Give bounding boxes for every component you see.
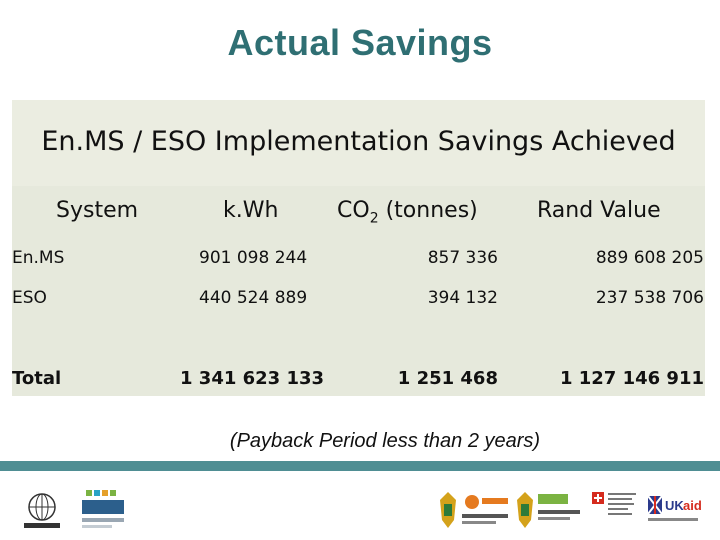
header-co2: CO2 (tonnes) [337, 198, 478, 226]
header-system: System [56, 198, 139, 223]
header-co2-sub: 2 [369, 210, 379, 227]
header-rand: Rand Value [537, 198, 661, 223]
table-banner: En.MS / ESO Implementation Savings Achie… [12, 100, 705, 186]
cell-co2: 857 336 [427, 248, 498, 268]
cell-system: ESO [12, 288, 47, 308]
cell-kwh: 440 524 889 [199, 288, 308, 308]
header-co2-prefix: CO [337, 198, 370, 223]
cell-rand: 237 538 706 [595, 288, 704, 308]
cell-kwh: 1 341 623 133 [180, 368, 325, 389]
cell-kwh: 901 098 244 [199, 248, 308, 268]
table-banner-text: En.MS / ESO Implementation Savings Achie… [41, 126, 676, 157]
coat-of-arms-logo [517, 492, 533, 528]
cell-rand: 889 608 205 [595, 248, 704, 268]
energy-logo [538, 494, 580, 520]
ukaid-logo: UK aid [647, 495, 702, 521]
ncpc-logo [82, 490, 124, 528]
cell-rand: 1 127 146 911 [559, 368, 704, 389]
header-kwh: k.Wh [223, 198, 279, 223]
swiss-confederation-logo [592, 492, 636, 515]
payback-note: (Payback Period less than 2 years) [229, 430, 541, 452]
svg-text:UK: UK [665, 498, 684, 513]
savings-table: En.MS / ESO Implementation Savings Achie… [12, 100, 705, 396]
cell-co2: 394 132 [427, 288, 498, 308]
svg-text:aid: aid [683, 498, 702, 513]
the-dti-logo [462, 495, 508, 524]
cell-system: Total [12, 368, 62, 389]
header-co2-suffix: (tonnes) [378, 198, 478, 223]
page-title: Actual Savings [227, 22, 493, 63]
footer-bar [0, 461, 720, 471]
logo-strip: UK aid [0, 478, 720, 540]
unido-logo [24, 493, 60, 528]
coat-of-arms-logo [440, 492, 456, 528]
cell-system: En.MS [12, 248, 65, 268]
cell-co2: 1 251 468 [397, 368, 498, 389]
